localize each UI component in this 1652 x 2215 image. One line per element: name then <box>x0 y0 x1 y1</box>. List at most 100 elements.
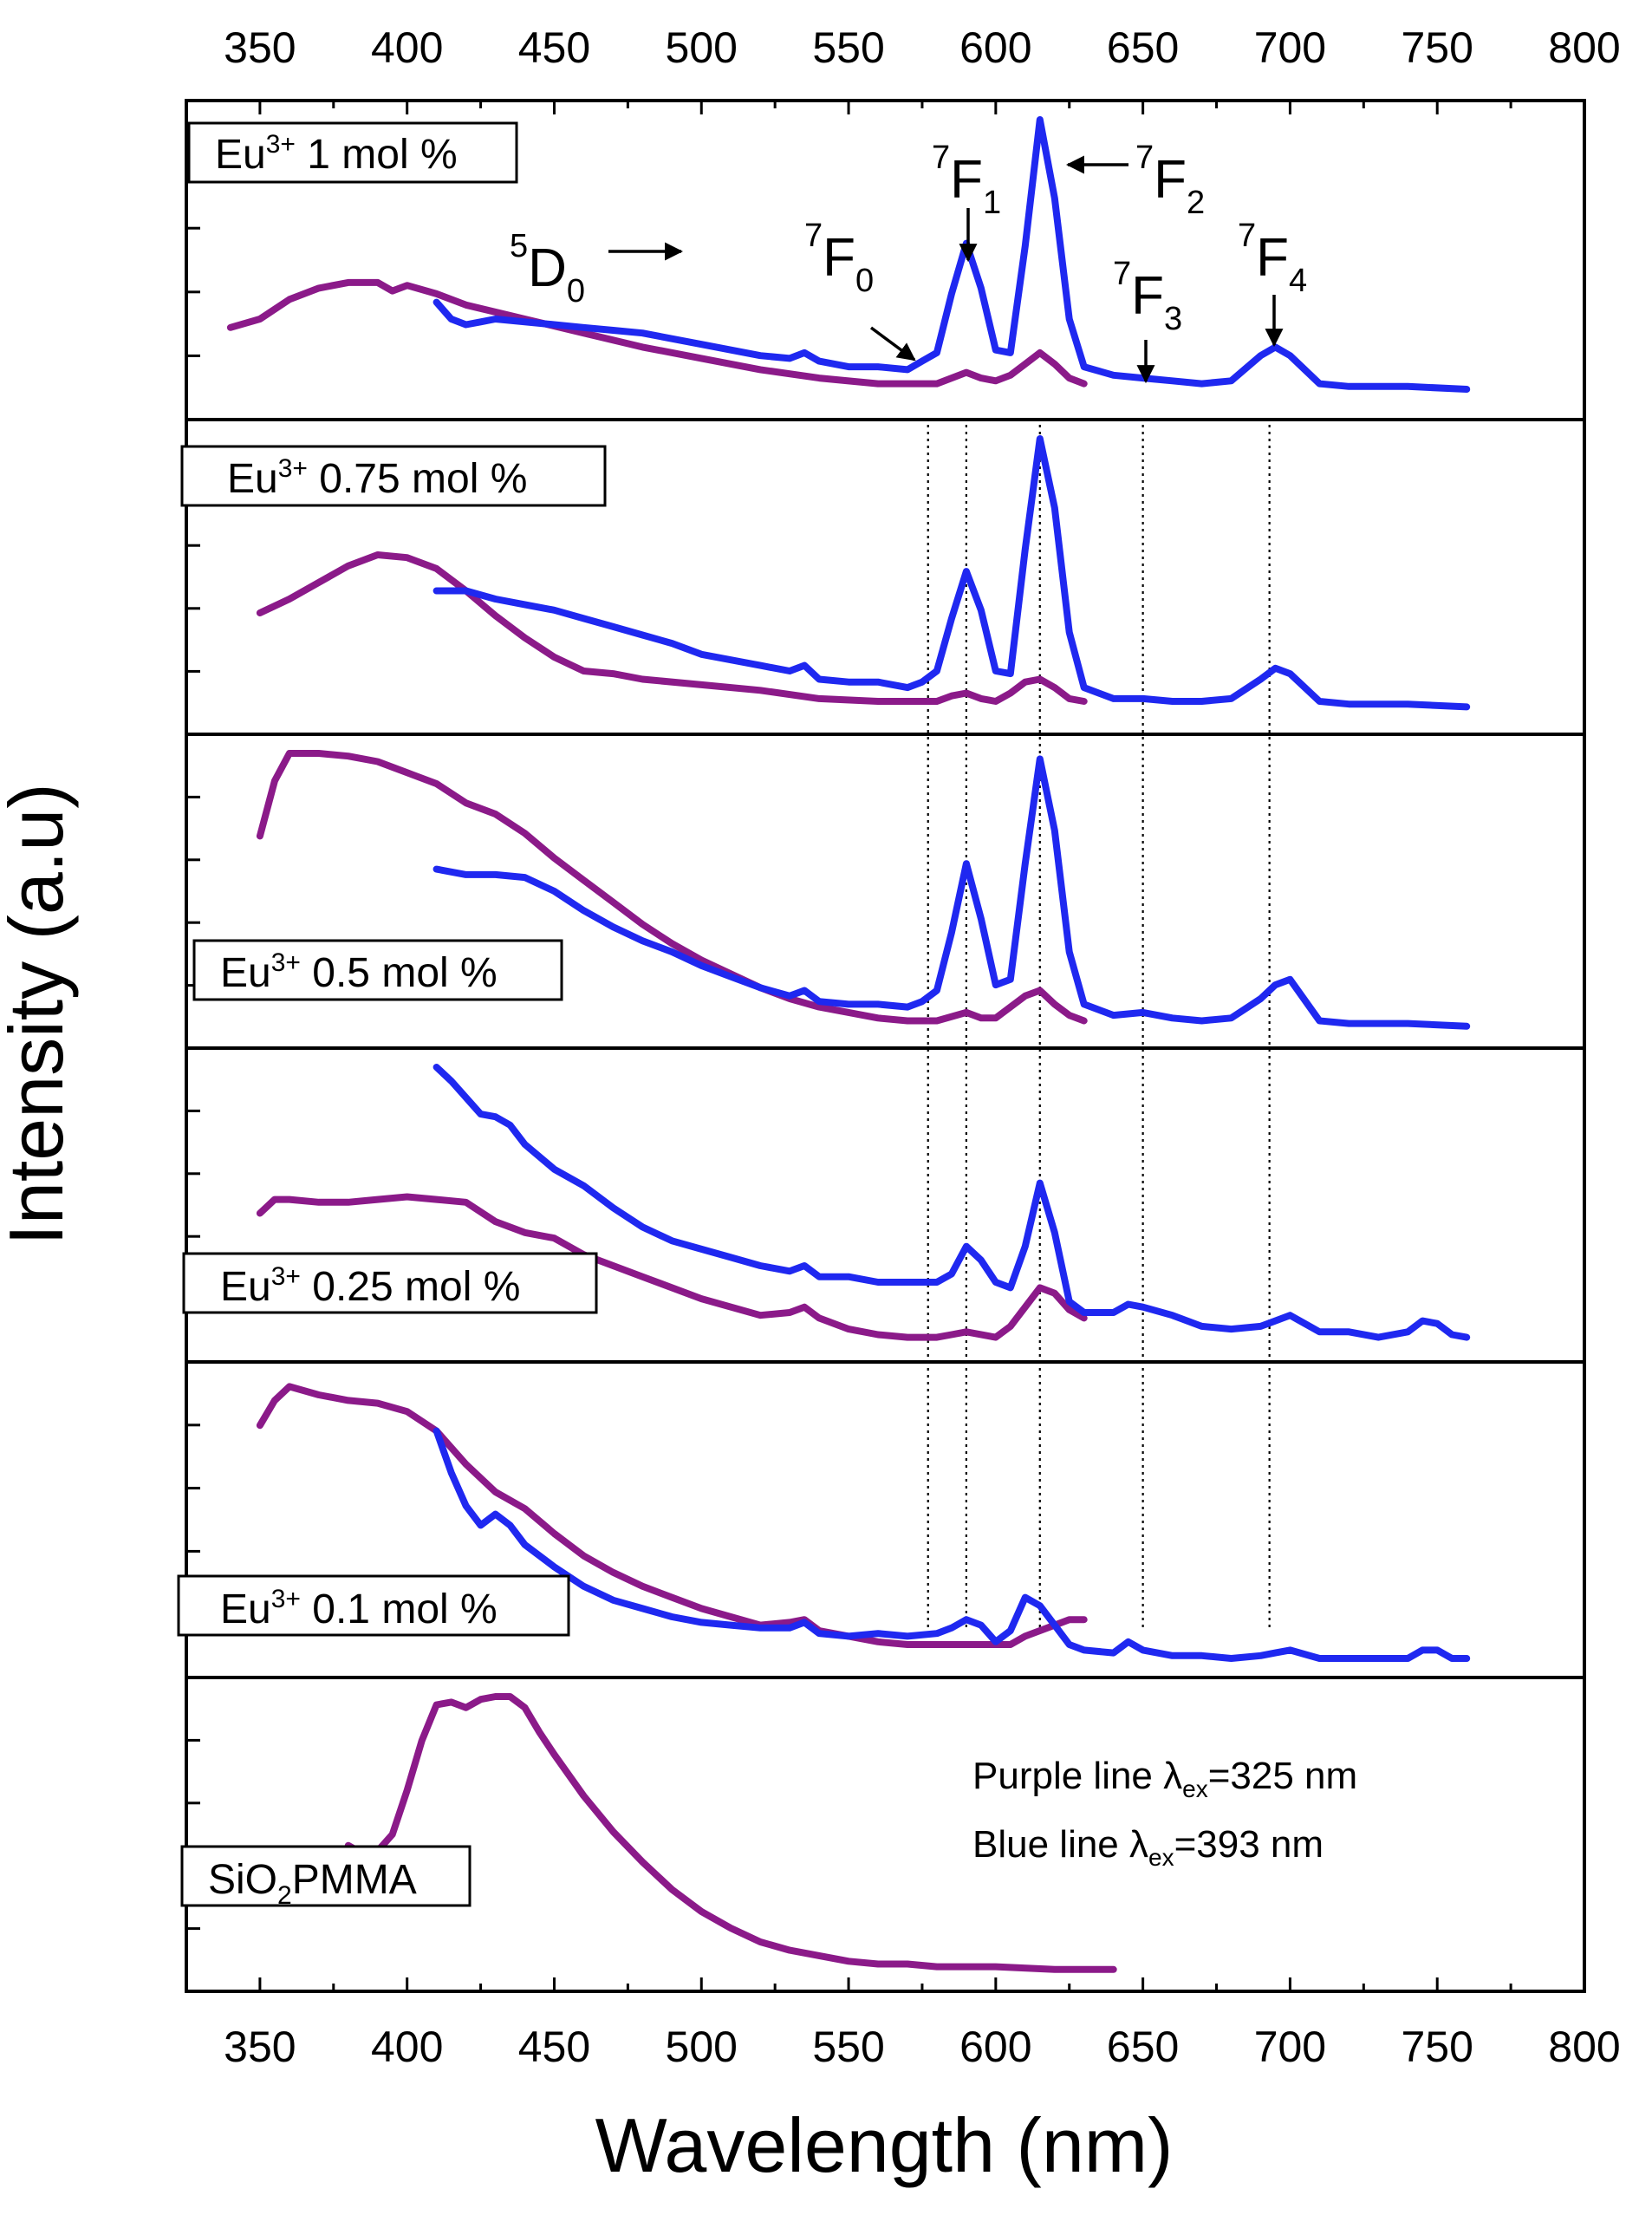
series-line-purple <box>256 1193 1088 1341</box>
legend-label: Eu3+ 0.1 mol % <box>220 1585 498 1632</box>
x-tick-label-bottom: 800 <box>1548 2023 1620 2071</box>
x-tick-label-top: 750 <box>1401 23 1473 72</box>
x-tick-label-bottom: 700 <box>1254 2023 1326 2071</box>
text-span: Eu <box>220 950 271 996</box>
x-tick-label-top: 800 <box>1548 23 1620 72</box>
text-span: =393 nm <box>1174 1823 1324 1866</box>
text-span: Eu <box>215 132 266 178</box>
legend-box <box>187 121 518 184</box>
text-span: PMMA <box>292 1857 417 1903</box>
text-span: 7 <box>1135 140 1154 176</box>
series-line-purple <box>256 750 1088 1025</box>
legend-label: Eu3+ 0.5 mol % <box>220 948 498 996</box>
y-axis-label: Intensity (a.u) <box>0 783 79 1245</box>
x-tick-label-bottom: 750 <box>1401 2023 1473 2071</box>
legend-box <box>180 445 607 507</box>
text-span: 1 mol % <box>296 132 458 178</box>
x-tick-label-top: 550 <box>812 23 884 72</box>
series-line-purple <box>344 1693 1117 1973</box>
plot-frame-group <box>185 99 1586 1993</box>
legend-label: Eu3+ 0.75 mol % <box>227 454 527 502</box>
text-span: 7 <box>932 140 950 176</box>
text-span: 1 <box>983 185 1001 221</box>
text-span: 3+ <box>271 948 301 977</box>
transition-label-f3: 7F3 <box>1113 256 1182 337</box>
transition-label-f4: 7F4 <box>1238 218 1307 299</box>
text-span: 7 <box>1238 218 1256 254</box>
transition-label-f2: 7F2 <box>1135 140 1205 221</box>
text-span: 0 <box>855 263 874 299</box>
x-tick-label-bottom: 550 <box>812 2023 884 2071</box>
text-span: 7 <box>1113 256 1131 292</box>
text-span: =325 nm <box>1208 1755 1357 1797</box>
x-tick-labels-group: 3503504004004504505005005505506006006506… <box>224 23 1621 2071</box>
text-span: 0.25 mol % <box>301 1264 520 1310</box>
text-span: ex <box>1182 1775 1208 1802</box>
plot-frame <box>185 99 1586 1993</box>
legend-label: SiO2PMMA <box>208 1857 417 1910</box>
x-tick-label-top: 350 <box>224 23 296 72</box>
text-span: 0.5 mol % <box>301 950 498 996</box>
text-span: Blue line λ <box>972 1823 1148 1866</box>
text-span: Eu <box>220 1586 271 1632</box>
series-line-blue <box>433 435 1471 711</box>
text-span: 7 <box>804 218 823 254</box>
series-line-purple <box>226 278 1088 388</box>
x-tick-label-bottom: 350 <box>224 2023 296 2071</box>
text-span: F <box>1256 228 1289 288</box>
text-span: 5 <box>510 228 528 264</box>
legend-box <box>182 1252 598 1314</box>
x-tick-label-bottom: 500 <box>666 2023 738 2071</box>
text-span: D <box>528 238 567 298</box>
transition-label-d0: 5D0 <box>510 228 585 309</box>
text-span: 3 <box>1164 301 1182 337</box>
text-span: 2 <box>277 1881 292 1910</box>
text-span: ex <box>1148 1844 1174 1871</box>
text-span: 0 <box>567 273 585 309</box>
legend-label: Eu3+ 1 mol % <box>215 130 458 178</box>
x-tick-label-bottom: 400 <box>371 2023 443 2071</box>
excitation-note: Purple line λex=325 nm <box>972 1755 1357 1802</box>
series-group <box>226 116 1471 1973</box>
x-tick-label-top: 500 <box>666 23 738 72</box>
text-span: Eu <box>227 456 278 502</box>
series-line-blue <box>433 1427 1471 1662</box>
x-tick-label-bottom: 650 <box>1107 2023 1179 2071</box>
text-span: F <box>823 228 855 288</box>
text-span: F <box>1154 150 1187 210</box>
legend-label: Eu3+ 0.25 mol % <box>220 1262 520 1310</box>
text-span: 0.1 mol % <box>301 1586 498 1632</box>
x-tick-label-top: 650 <box>1107 23 1179 72</box>
text-span: 4 <box>1289 263 1307 299</box>
series-line-purple <box>256 551 1088 705</box>
text-span: 2 <box>1187 185 1205 221</box>
annotations-group: Eu3+ 1 mol %Eu3+ 0.75 mol %Eu3+ 0.5 mol … <box>177 121 1357 1910</box>
x-tick-label-bottom: 600 <box>959 2023 1031 2071</box>
excitation-note: Blue line λex=393 nm <box>972 1823 1324 1871</box>
text-span: 0.75 mol % <box>308 456 527 502</box>
x-axis-label: Wavelength (nm) <box>595 2102 1174 2188</box>
text-span: F <box>1131 266 1164 326</box>
text-span: F <box>950 150 983 210</box>
legend-box <box>180 1845 472 1907</box>
legend-box <box>177 1574 570 1637</box>
text-span: 3+ <box>266 130 296 159</box>
x-tick-label-top: 450 <box>518 23 590 72</box>
x-tick-label-top: 400 <box>371 23 443 72</box>
text-span: Purple line λ <box>972 1755 1182 1797</box>
series-line-purple <box>256 1383 1088 1648</box>
text-span: Eu <box>220 1264 271 1310</box>
text-span: 3+ <box>271 1585 301 1613</box>
f0-arrow <box>869 326 916 362</box>
x-tick-label-bottom: 450 <box>518 2023 590 2071</box>
legend-box <box>192 939 563 1001</box>
transition-label-f0: 7F0 <box>804 218 874 299</box>
series-line-blue <box>433 1064 1471 1341</box>
x-tick-label-top: 600 <box>959 23 1031 72</box>
text-span: 3+ <box>271 1262 301 1291</box>
series-line-blue <box>433 755 1471 1030</box>
transition-label-f1: 7F1 <box>932 140 1001 221</box>
text-span: SiO <box>208 1857 277 1903</box>
x-tick-label-top: 700 <box>1254 23 1326 72</box>
